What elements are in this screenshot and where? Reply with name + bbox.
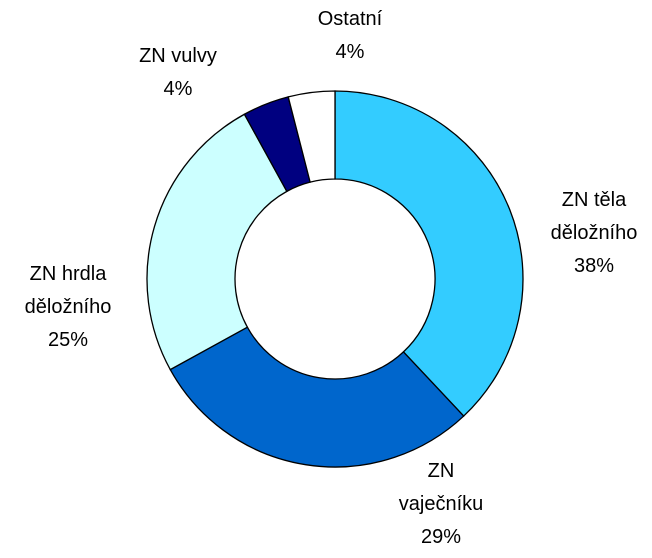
slice-label: ZN vulvy 4% bbox=[108, 40, 248, 106]
donut-slice bbox=[146, 113, 288, 371]
slice-label: ZN vaječníku 29% bbox=[391, 455, 491, 554]
category-label: ZN hrdla děložního bbox=[24, 263, 112, 318]
category-label: ZN vulvy bbox=[139, 45, 217, 67]
category-label: ZN těla děložního bbox=[550, 189, 638, 244]
value-label: 25% bbox=[47, 329, 89, 351]
value-label: 29% bbox=[420, 526, 462, 548]
slice-label: ZN těla děložního 38% bbox=[534, 184, 652, 283]
slice-label: ZN hrdla děložního 25% bbox=[8, 258, 128, 357]
slice-label: Ostatní 4% bbox=[290, 3, 410, 69]
donut-slice bbox=[169, 326, 465, 468]
donut-slice bbox=[334, 90, 524, 417]
donut-slice bbox=[287, 90, 336, 183]
category-label: ZN vaječníku bbox=[398, 460, 484, 515]
value-label: 38% bbox=[573, 255, 615, 277]
value-label: 4% bbox=[335, 41, 365, 63]
value-label: 4% bbox=[163, 78, 193, 100]
category-label: Ostatní bbox=[317, 8, 383, 30]
